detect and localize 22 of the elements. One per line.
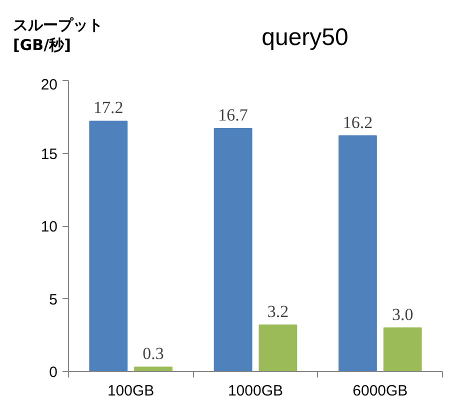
y-tick-label: 0: [49, 364, 58, 381]
bar: [134, 366, 172, 372]
bar: [258, 324, 298, 372]
chart-title: query50: [260, 23, 350, 53]
x-tick-label: 6000GB: [352, 382, 408, 400]
bar: [383, 327, 422, 372]
y-tick-label: 5: [49, 291, 58, 308]
x-tick-label: 100GB: [107, 382, 154, 400]
data-label: 3.2: [267, 302, 289, 321]
bar: [338, 135, 377, 372]
data-label: 0.3: [142, 344, 164, 364]
data-label: 17.2: [94, 98, 124, 118]
data-label: 16.7: [218, 106, 248, 125]
data-label: 16.2: [342, 112, 373, 132]
y-axis-title: スループット [GB/秒]: [13, 15, 103, 55]
y-tick-label: 20: [40, 76, 58, 94]
data-label: 3.0: [392, 304, 414, 324]
y-tick-label: 10: [40, 218, 58, 236]
bar: [214, 128, 252, 372]
bar: [89, 120, 128, 372]
y-tick-label: 15: [40, 146, 58, 163]
x-tick-label: 1000GB: [228, 382, 284, 400]
